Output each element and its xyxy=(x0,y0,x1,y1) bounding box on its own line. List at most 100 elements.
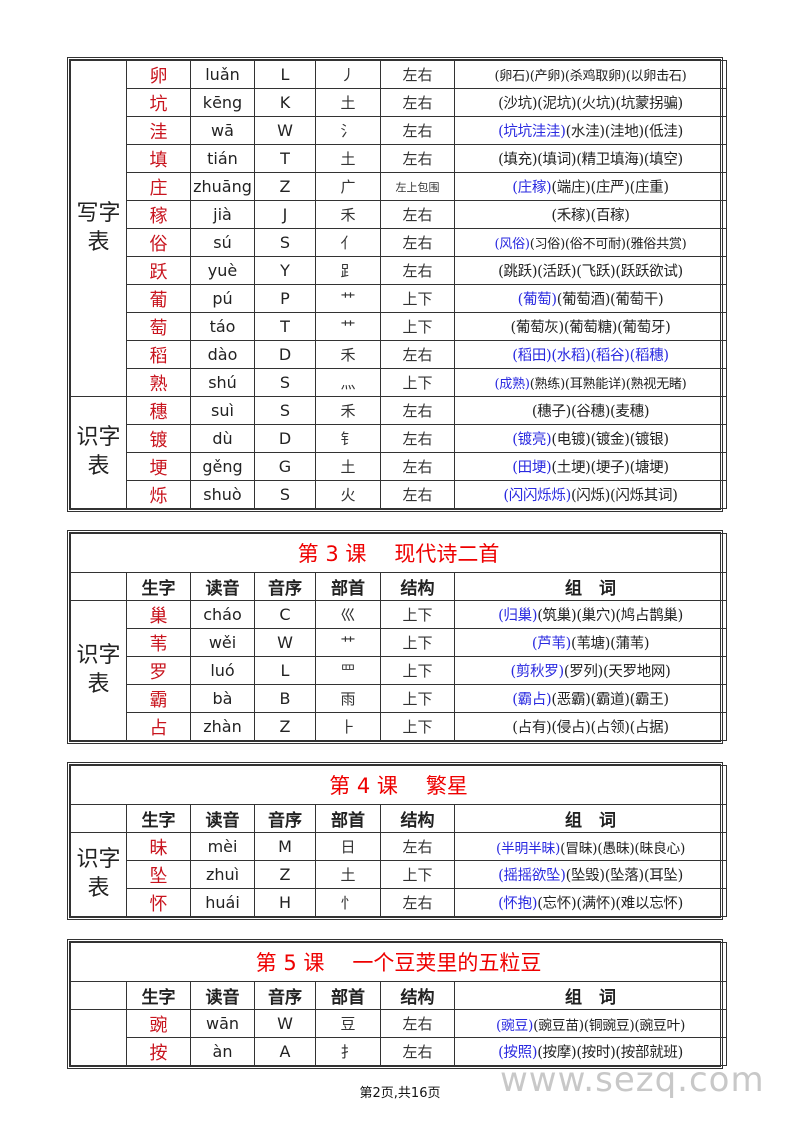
structure: 左右 xyxy=(380,424,455,453)
word: (苇塘)(蒲苇) xyxy=(570,636,650,652)
structure: 上下 xyxy=(380,712,455,741)
initial-letter: Z xyxy=(254,172,316,201)
pinyin: shuò xyxy=(190,480,255,509)
initial-letter: S xyxy=(254,228,316,257)
pinyin: luó xyxy=(190,656,255,685)
table-row: 稼 jià J 禾左右 (禾稼)(百稼) xyxy=(71,200,727,229)
table-row: 苇 wěi W 艹上下 (芦苇)(苇塘)(蒲苇) xyxy=(71,628,728,657)
word-list: (占有)(侵占)(占领)(占据) xyxy=(453,712,728,741)
word: (葡萄酒)(葡萄干) xyxy=(556,292,664,308)
pinyin: gěng xyxy=(190,452,255,481)
pinyin: jià xyxy=(190,200,255,229)
column-header: 组 词 xyxy=(453,804,728,833)
radical: 艹 xyxy=(315,628,381,657)
header-blank xyxy=(70,981,127,1010)
initial-letter: M xyxy=(254,832,316,861)
initial-letter: S xyxy=(254,396,316,425)
character: 稻 xyxy=(126,340,191,369)
lesson-number: 第 4 课 xyxy=(329,774,398,798)
word: (恶霸)(霸道)(霸王) xyxy=(551,692,669,708)
radical: 日 xyxy=(315,832,381,861)
character: 填 xyxy=(126,144,191,173)
word-list: (归巢)(筑巢)(巢穴)(鸠占鹊巢) xyxy=(453,600,728,629)
word-list: (怀抱)(忘怀)(满怀)(难以忘怀) xyxy=(453,888,728,917)
word: (按摩)(按时)(按部就班) xyxy=(537,1045,683,1061)
table-row: 填 tián T 土左右 (填充)(填词)(精卫填海)(填空) xyxy=(71,144,727,173)
radical: 巛 xyxy=(315,600,381,629)
word: (坠毁)(坠落)(耳坠) xyxy=(565,868,684,884)
textbook-word: (稻田)(水稻)(稻谷)(稻穗) xyxy=(512,348,669,364)
pinyin: zhuì xyxy=(190,860,255,889)
character: 烁 xyxy=(126,480,191,509)
column-header: 部首 xyxy=(315,804,381,833)
textbook-word: (坑坑洼洼) xyxy=(498,124,566,140)
vocab-table: 写字表卵 luǎn L 丿左右 (卵石)(产卵)(杀鸡取卵)(以卵击石) 坑 kēng K 土左… xyxy=(67,57,727,512)
pinyin: kēng xyxy=(190,88,255,117)
word-list: (按照)(按摩)(按时)(按部就班) xyxy=(453,1037,728,1066)
character: 洼 xyxy=(126,116,191,145)
pinyin: dù xyxy=(190,424,255,453)
word-list: (剪秋罗)(罗列)(天罗地网) xyxy=(453,656,728,685)
character: 占 xyxy=(126,712,191,741)
table-row: 镀 dù D 钅左右 (镀亮)(电镀)(镀金)(镀银) xyxy=(71,424,727,453)
column-header: 音序 xyxy=(254,804,316,833)
title-row: 第 3 课 现代诗二首 xyxy=(69,533,728,573)
character: 跃 xyxy=(126,256,191,285)
lesson-name: 现代诗二首 xyxy=(394,542,500,566)
textbook-word: (葡萄) xyxy=(517,292,557,308)
header-blank xyxy=(70,572,127,601)
word-list: (霸占)(恶霸)(霸道)(霸王) xyxy=(453,684,728,713)
table-row: 葡 pú P 艹上下 (葡萄)(葡萄酒)(葡萄干) xyxy=(71,284,727,313)
initial-letter: L xyxy=(254,656,316,685)
word-list: (半明半昧)(冒昧)(愚昧)(昧良心) xyxy=(453,832,728,861)
word: (习俗)(俗不可耐)(雅俗共赏) xyxy=(529,237,687,252)
table-row: 熟 shú S 灬上下 (成熟)(熟练)(耳熟能详)(熟视无睹) xyxy=(71,368,727,397)
structure: 左右 xyxy=(380,228,455,257)
pinyin: huái xyxy=(190,888,255,917)
character: 昧 xyxy=(126,832,191,861)
textbook-word: (按照) xyxy=(498,1045,538,1061)
table-row: 俗 sú S 亻左右 (风俗)(习俗)(俗不可耐)(雅俗共赏) xyxy=(71,228,727,257)
word: (闪烁)(闪烁其词) xyxy=(570,488,678,504)
page-footer: 第2页,共16页 xyxy=(359,1086,441,1101)
column-header: 生字 xyxy=(126,981,191,1010)
word-list: (禾稼)(百稼) xyxy=(454,200,727,229)
header-blank xyxy=(70,804,127,833)
pinyin: zhàn xyxy=(190,712,255,741)
textbook-word: (半明半昧) xyxy=(495,840,561,857)
character: 罗 xyxy=(126,656,191,685)
header-row: 生字 读音 音序 部首 结构组 词 xyxy=(70,981,728,1010)
word: (卵石)(产卵)(杀鸡取卵)(以卵击石) xyxy=(494,69,687,84)
structure: 左右 xyxy=(380,200,455,229)
column-header: 生字 xyxy=(126,572,191,601)
table-row: 坑 kēng K 土左右 (沙坑)(泥坑)(火坑)(坑蒙拐骗) xyxy=(71,88,727,117)
column-header: 读音 xyxy=(190,804,255,833)
column-header: 部首 xyxy=(315,572,381,601)
watermark: www.sezq.com xyxy=(500,1060,765,1100)
radical: 广 xyxy=(315,172,381,201)
word-list: (跳跃)(活跃)(飞跃)(跃跃欲试) xyxy=(454,256,727,285)
pinyin: pú xyxy=(190,284,255,313)
table-row: 占 zhàn Z ⺊上下 (占有)(侵占)(占领)(占据) xyxy=(71,712,728,741)
textbook-word: (剪秋罗) xyxy=(510,664,565,680)
initial-letter: Y xyxy=(254,256,316,285)
character: 熟 xyxy=(126,368,191,397)
pinyin: wā xyxy=(190,116,255,145)
table-row: 识字表穗 suì S 禾左右 (穗子)(谷穗)(麦穗) xyxy=(70,396,727,509)
character: 坠 xyxy=(126,860,191,889)
initial-letter: B xyxy=(254,684,316,713)
word: (筑巢)(巢穴)(鸠占鹊巢) xyxy=(537,608,683,624)
lesson-title: 第 3 课 现代诗二首 xyxy=(69,533,728,573)
table-row: 罗 luó L 罒上下 (剪秋罗)(罗列)(天罗地网) xyxy=(71,656,728,685)
word-list: (镀亮)(电镀)(镀金)(镀银) xyxy=(454,424,727,453)
word: (土埂)(埂子)(塘埂) xyxy=(551,460,669,476)
table-row: 萄 táo T 艹上下 (葡萄灰)(葡萄糖)(葡萄牙) xyxy=(71,312,727,341)
textbook-word: (庄稼) xyxy=(512,180,552,196)
character: 镀 xyxy=(126,424,191,453)
word-list: (风俗)(习俗)(俗不可耐)(雅俗共赏) xyxy=(454,228,727,257)
initial-letter: J xyxy=(254,200,316,229)
table-row: 埂 gěng G 土左右 (田埂)(土埂)(埂子)(塘埂) xyxy=(71,452,727,481)
table-row: 烁 shuò S 火左右 (闪闪烁烁)(闪烁)(闪烁其词) xyxy=(71,480,727,509)
word-list: (成熟)(熟练)(耳熟能详)(熟视无睹) xyxy=(454,368,727,397)
column-header: 结构 xyxy=(380,981,455,1010)
